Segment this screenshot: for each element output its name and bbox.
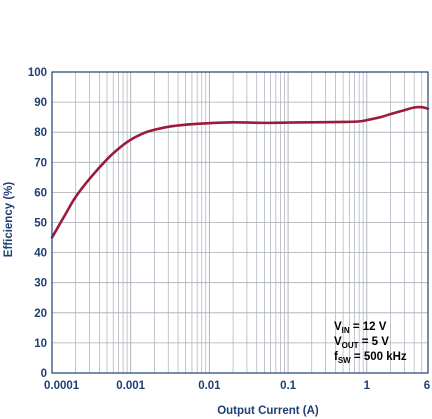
y-tick-label: 90 bbox=[34, 97, 47, 109]
y-tick-labels: 0 10 20 30 40 50 60 70 80 90 100 bbox=[28, 67, 47, 380]
conditions-annotation: VIN = 12 V VOUT = 5 V fSW = 500 kHz bbox=[334, 321, 407, 365]
x-tick-label: 0.01 bbox=[198, 380, 221, 392]
annotation-vout: VOUT = 5 V bbox=[334, 336, 389, 350]
y-tick-label: 60 bbox=[34, 187, 47, 199]
efficiency-curve bbox=[50, 105, 430, 239]
x-tick-labels: 0.0001 0.001 0.01 0.1 1 6 bbox=[44, 380, 430, 392]
x-tick-label: 6 bbox=[424, 380, 430, 392]
annotation-vin: VIN = 12 V bbox=[334, 321, 387, 335]
y-tick-label: 50 bbox=[34, 218, 47, 230]
y-tick-label: 20 bbox=[34, 308, 47, 320]
annotation-fsw: fSW = 500 kHz bbox=[334, 351, 407, 365]
y-tick-label: 10 bbox=[34, 338, 47, 350]
plot-border bbox=[51, 71, 429, 374]
x-axis-title: Output Current (A) bbox=[217, 405, 319, 417]
y-tick-label: 0 bbox=[41, 368, 47, 380]
x-tick-label: 0.1 bbox=[280, 380, 297, 392]
x-tick-label: 1 bbox=[364, 380, 371, 392]
series-layer bbox=[50, 105, 430, 239]
y-tick-label: 40 bbox=[34, 248, 47, 260]
x-tick-label: 0.001 bbox=[116, 380, 145, 392]
y-tick-label: 30 bbox=[34, 278, 47, 290]
y-axis-title: Efficiency (%) bbox=[3, 182, 15, 258]
x-tick-label: 0.0001 bbox=[44, 380, 80, 392]
y-tick-label: 100 bbox=[28, 67, 47, 79]
y-tick-label: 80 bbox=[34, 127, 47, 139]
y-tick-label: 70 bbox=[34, 157, 47, 169]
